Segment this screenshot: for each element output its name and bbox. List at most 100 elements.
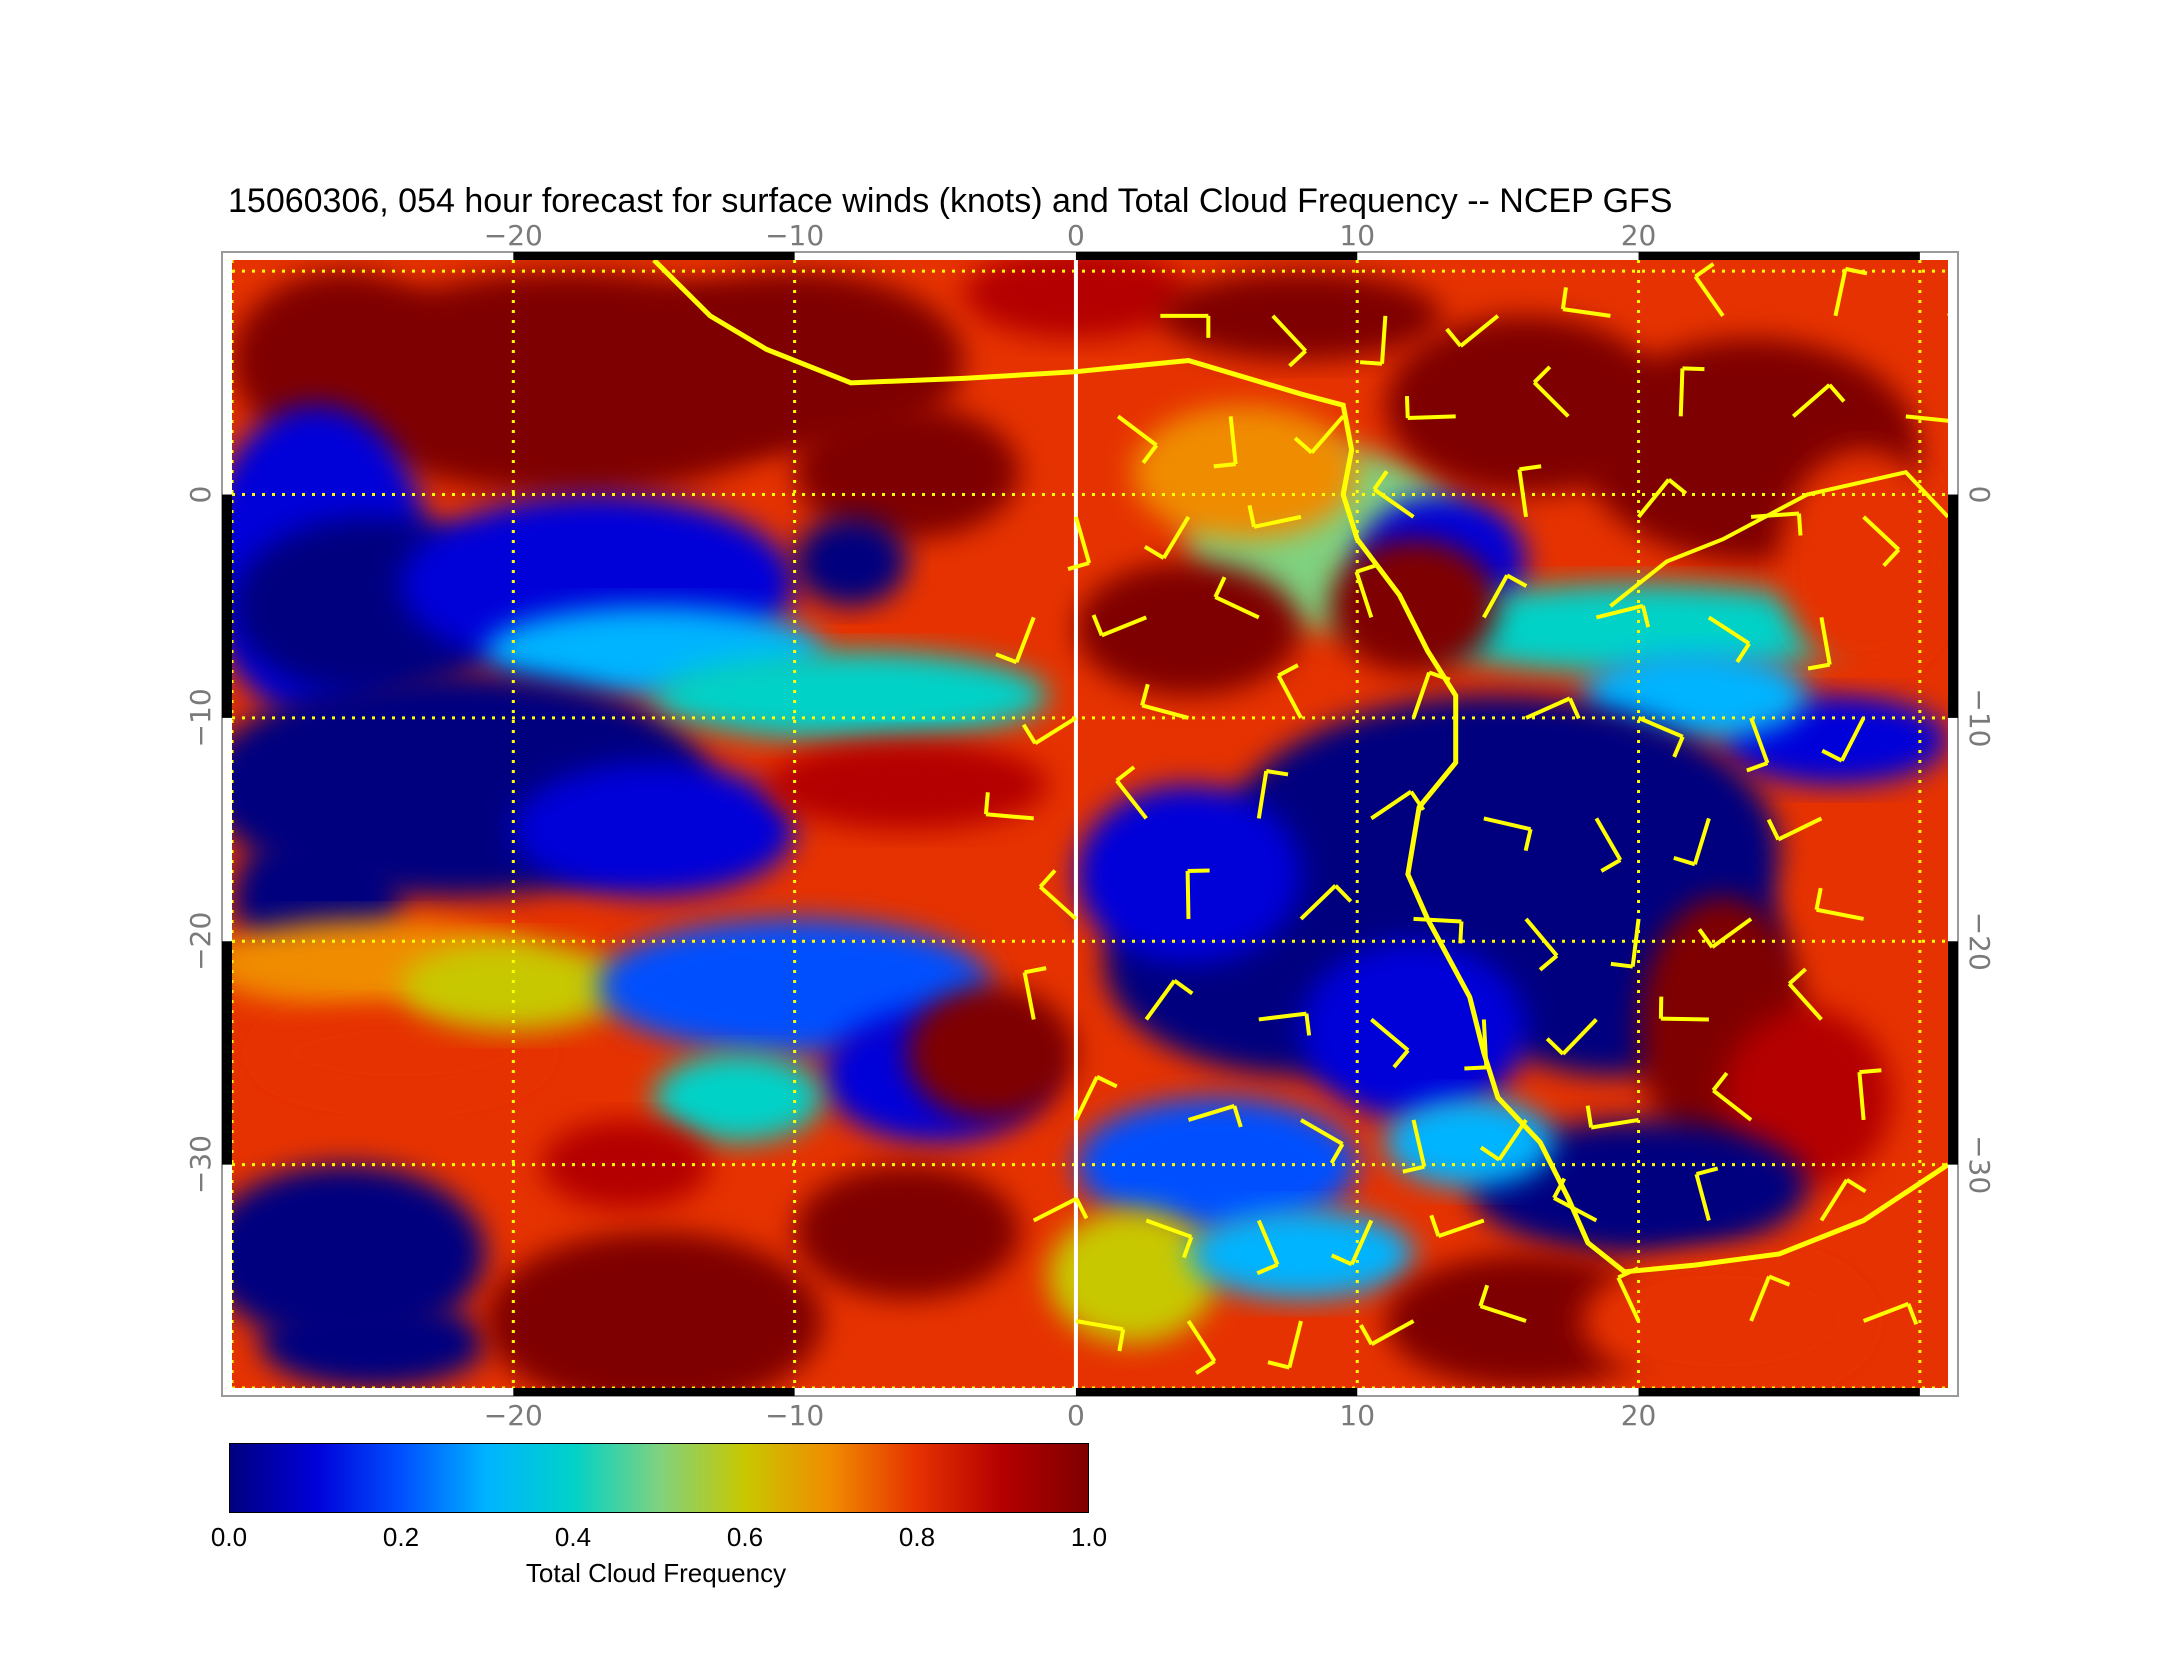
- x-tick-label-bottom: −10: [765, 1399, 824, 1432]
- y-tick-label-left: −20: [184, 912, 217, 971]
- cloud-region: [260, 1008, 542, 1098]
- x-tick-label-top: −10: [765, 219, 824, 252]
- wind-barb: [1819, 1178, 1867, 1222]
- cloud-region: [513, 762, 795, 897]
- cloud-region: [541, 1119, 711, 1210]
- cloud-region: [1132, 405, 1358, 540]
- cloud-frequency-field: [232, 260, 1948, 1388]
- wind-barb: [1256, 1219, 1280, 1276]
- wind-barb: [1483, 816, 1533, 852]
- wind-barb: [1746, 717, 1770, 773]
- wind-barb: [1258, 1011, 1312, 1036]
- wind-barb: [1807, 617, 1832, 671]
- wind-barb: [1145, 1218, 1194, 1259]
- x-tick-label-bottom: 10: [1339, 1399, 1375, 1432]
- cloud-region: [400, 941, 626, 1031]
- wind-barb: [1821, 716, 1866, 763]
- wind-barb: [1478, 1284, 1527, 1323]
- wind-barb: [1595, 603, 1651, 628]
- axis-tick-bar: [1075, 252, 1358, 260]
- wind-barb: [1038, 869, 1078, 921]
- cloud-region: [232, 1164, 486, 1344]
- wind-barb: [1791, 383, 1846, 418]
- wind-barb: [1247, 504, 1302, 529]
- axis-tick-bar: [1638, 1388, 1920, 1396]
- cloud-region: [766, 740, 1048, 830]
- y-tick-label-left: −30: [184, 1135, 217, 1194]
- wind-barb: [1271, 314, 1308, 368]
- wind-barb: [1185, 868, 1210, 919]
- cloud-region: [794, 516, 908, 607]
- x-tick-label-top: 0: [1067, 219, 1085, 252]
- cloud-region: [907, 985, 1076, 1120]
- chart-title: 15060306, 054 hour forecast for surface …: [228, 182, 1673, 220]
- wind-barb: [1402, 1119, 1427, 1174]
- y-tick-label-right: 0: [1963, 486, 1996, 504]
- axis-tick-bar: [222, 494, 232, 718]
- wind-barb: [1074, 1075, 1118, 1121]
- wind-barb: [1429, 1214, 1485, 1238]
- wind-barb-overlay: [232, 260, 1948, 1388]
- wind-barb: [1673, 817, 1711, 867]
- axis-tick-bar: [1948, 494, 1958, 718]
- wind-barb: [1637, 478, 1688, 519]
- wind-barb: [1678, 366, 1705, 417]
- wind-barb: [1075, 1319, 1126, 1352]
- cloud-region: [1075, 1097, 1358, 1232]
- wind-barb: [1610, 918, 1641, 969]
- wind-barb: [1658, 996, 1709, 1022]
- cloud-region: [1188, 1209, 1414, 1299]
- wind-barb: [1359, 1319, 1415, 1347]
- wind-barb: [1749, 1274, 1791, 1322]
- axis-tick-bar: [222, 941, 232, 1165]
- wind-barb: [1187, 1104, 1243, 1128]
- wind-barb: [1862, 1301, 1919, 1326]
- cloud-region: [653, 650, 1048, 741]
- wind-barb: [1330, 1219, 1374, 1267]
- x-tick-label-top: 20: [1621, 219, 1657, 252]
- axis-tick-bar: [1638, 252, 1920, 260]
- wind-barb: [1115, 765, 1148, 820]
- wind-barb: [1413, 916, 1464, 944]
- y-tick-label-left: −10: [184, 688, 217, 747]
- y-tick-label-left: 0: [184, 486, 217, 504]
- wind-barb: [1532, 365, 1570, 418]
- wind-barb: [1067, 516, 1092, 571]
- map-axes: −20 −20 −10 −10 0 0 10 10 20 20 0 0 −10 −10 −20 −20 −30 −…: [184, 219, 1996, 1432]
- wind-barb: [1144, 978, 1194, 1021]
- cloud-region: [485, 1231, 823, 1388]
- wind-barb: [1359, 315, 1388, 366]
- wind-barb: [1404, 395, 1456, 421]
- wind-barb: [1140, 683, 1189, 720]
- wind-barb: [1091, 614, 1148, 638]
- wind-barb: [1022, 966, 1047, 1020]
- wind-barb: [1524, 917, 1559, 972]
- wind-barb: [1445, 314, 1500, 348]
- cloud-region: [794, 405, 1020, 540]
- wind-barb: [1694, 1166, 1719, 1221]
- y-tick-label-right: −10: [1963, 688, 1996, 747]
- cloud-region: [1385, 1097, 1555, 1187]
- cloud-region: [232, 271, 458, 450]
- colorbar-tick-label: 0.6: [726, 1522, 764, 1552]
- x-tick-label-top: −20: [484, 219, 543, 252]
- colorbar-title: Total Cloud Frequency: [525, 1558, 787, 1588]
- wind-barb: [1256, 769, 1289, 819]
- cloud-region: [1075, 561, 1301, 696]
- wind-barb: [1370, 789, 1426, 821]
- wind-barb: [1594, 817, 1623, 873]
- wind-barb: [1372, 470, 1415, 519]
- wind-barb: [1857, 1068, 1882, 1121]
- cloud-region: [1160, 271, 1442, 361]
- x-tick-label-top: 10: [1339, 219, 1375, 252]
- wind-barb: [1411, 670, 1451, 719]
- wind-barb: [1517, 464, 1542, 518]
- coastline-africa: [652, 260, 1948, 1275]
- cloud-region: [653, 1052, 823, 1143]
- colorbar-tick-label: 0.2: [382, 1522, 420, 1552]
- wind-barb: [1464, 1019, 1489, 1071]
- cloud-region: [260, 1298, 486, 1388]
- wind-barb: [1479, 1118, 1528, 1162]
- wind-barb: [995, 616, 1036, 665]
- cloud-region: [1582, 1253, 1864, 1388]
